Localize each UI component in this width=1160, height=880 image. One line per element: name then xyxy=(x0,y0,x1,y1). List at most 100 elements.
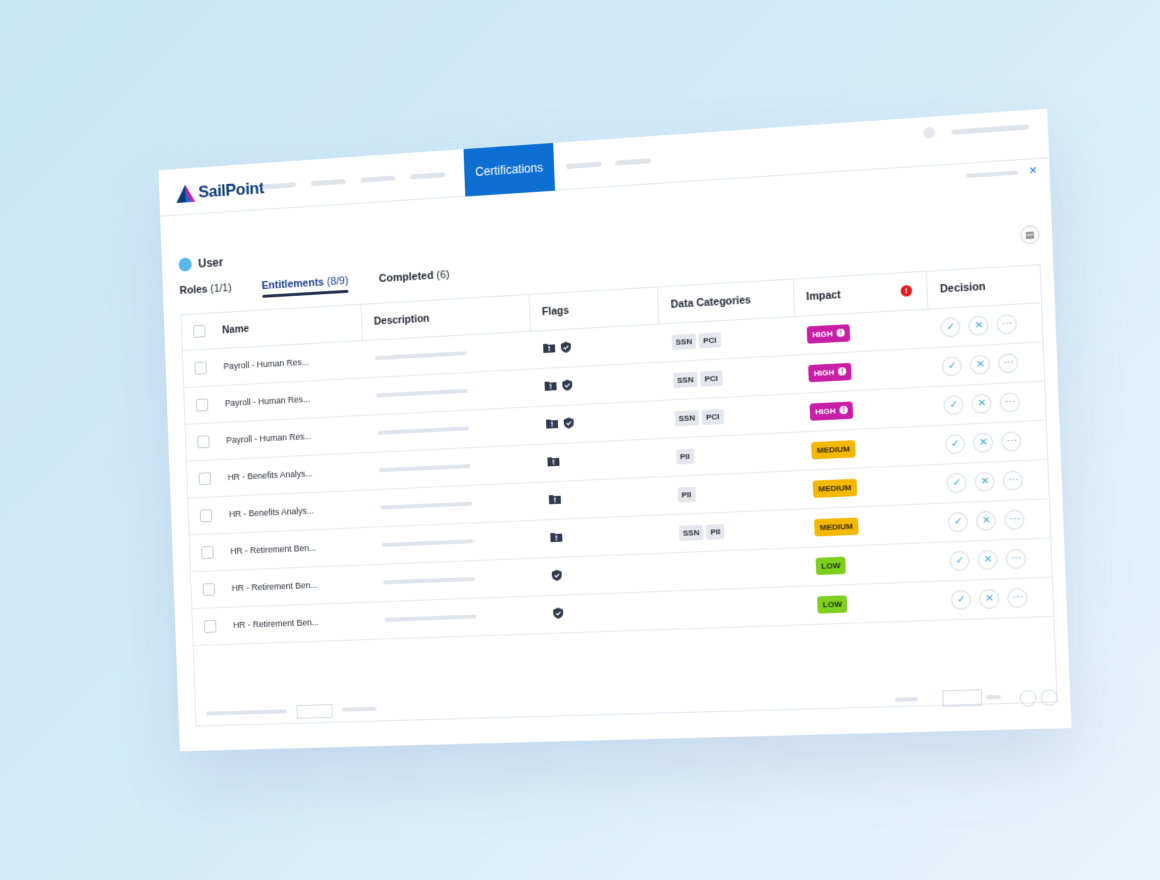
page-size-select[interactable] xyxy=(296,704,333,719)
more-options-icon[interactable]: ⋯ xyxy=(1007,587,1029,608)
row-checkbox[interactable] xyxy=(201,545,214,559)
next-page-button[interactable] xyxy=(1040,689,1058,707)
revoke-x-icon[interactable]: ✕ xyxy=(976,510,997,531)
more-options-icon[interactable]: ⋯ xyxy=(1001,430,1023,452)
table-row[interactable]: Payroll - Human Res... folder-alert-icon… xyxy=(184,341,1045,424)
approve-check-icon[interactable]: ✓ xyxy=(951,589,972,610)
user-avatar-icon xyxy=(178,257,192,272)
column-header-data-categories[interactable]: Data Categories xyxy=(657,279,795,324)
tab-entitlements[interactable]: Entitlements (8/9) xyxy=(261,275,348,292)
data-categories-cell xyxy=(669,585,807,629)
impact-level: LOW xyxy=(821,560,841,571)
description-placeholder xyxy=(384,614,477,622)
impact-badge: MEDIUM xyxy=(811,439,856,459)
nav-item-placeholder[interactable] xyxy=(565,161,602,169)
row-checkbox[interactable] xyxy=(198,471,212,485)
row-checkbox[interactable] xyxy=(194,360,207,375)
page-number-input[interactable] xyxy=(942,689,983,707)
folder-alert-icon-glyph xyxy=(546,456,560,467)
revoke-x-icon[interactable]: ✕ xyxy=(968,314,990,336)
column-label: Name xyxy=(221,322,250,337)
approve-check-icon[interactable]: ✓ xyxy=(943,394,965,415)
approve-check-icon[interactable]: ✓ xyxy=(942,355,963,376)
nav-tab-certifications[interactable]: Certifications xyxy=(463,142,556,197)
row-checkbox[interactable] xyxy=(199,508,213,522)
entitlement-name[interactable]: Payroll - Human Res... xyxy=(224,394,311,409)
entitlement-name[interactable]: Payroll - Human Res... xyxy=(226,431,312,446)
impact-badge: MEDIUM xyxy=(812,478,857,498)
more-options-icon[interactable]: ⋯ xyxy=(1002,469,1024,491)
more-options-icon[interactable]: ⋯ xyxy=(1005,548,1027,569)
entitlement-name[interactable]: HR - Benefits Analys... xyxy=(227,468,313,483)
table-row[interactable]: HR - Benefits Analys... folder-alert-ico… xyxy=(186,419,1048,498)
impact-badge: MEDIUM xyxy=(814,516,859,536)
decision-cell: ✓ ✕ ⋯ xyxy=(935,498,1051,542)
flags-cell: shield-check-icon xyxy=(540,590,671,634)
row-checkbox[interactable] xyxy=(195,397,209,412)
tab-label: Completed xyxy=(378,269,434,286)
more-options-icon[interactable]: ⋯ xyxy=(1004,509,1026,530)
approve-check-icon[interactable]: ✓ xyxy=(940,316,962,338)
decision-cell: ✓ ✕ ⋯ xyxy=(927,302,1043,348)
data-categories-cell xyxy=(667,547,805,591)
flags-cell: shield-check-icon xyxy=(538,552,670,596)
entitlement-name[interactable]: HR - Retirement Ben... xyxy=(231,579,318,594)
table-row[interactable]: Payroll - Human Res... folder-alert-icon… xyxy=(185,380,1046,461)
sailpoint-logo[interactable]: SailPoint xyxy=(175,179,265,204)
row-checkbox[interactable] xyxy=(203,619,217,633)
more-options-icon[interactable]: ⋯ xyxy=(999,391,1021,413)
decision-cell: ✓ ✕ ⋯ xyxy=(929,341,1045,387)
more-options-icon[interactable]: ⋯ xyxy=(996,313,1018,335)
nav-item-placeholder[interactable] xyxy=(615,158,652,166)
description-cell xyxy=(371,557,541,602)
approve-check-icon[interactable]: ✓ xyxy=(945,433,966,454)
row-checkbox[interactable] xyxy=(202,582,216,596)
nav-item-placeholder[interactable] xyxy=(311,178,346,187)
column-header-flags[interactable]: Flags xyxy=(529,287,659,331)
description-placeholder xyxy=(383,576,475,585)
revoke-x-icon[interactable]: ✕ xyxy=(979,588,1000,609)
tab-label: Roles xyxy=(179,283,208,297)
revoke-x-icon[interactable]: ✕ xyxy=(974,471,996,492)
row-checkbox[interactable] xyxy=(197,434,210,449)
revoke-x-icon[interactable]: ✕ xyxy=(977,549,999,570)
shield-check-icon-glyph xyxy=(560,341,571,353)
approve-check-icon[interactable]: ✓ xyxy=(948,511,969,532)
revoke-x-icon[interactable]: ✕ xyxy=(973,432,994,453)
table-row[interactable]: HR - Retirement Ben... folder-alert-icon… xyxy=(189,498,1051,572)
close-icon[interactable]: × xyxy=(1028,162,1038,179)
impact-badge: HIGH! xyxy=(808,362,852,382)
tab-completed[interactable]: Completed (6) xyxy=(379,269,450,285)
table-row[interactable]: HR - Retirement Ben... shield-check-icon… xyxy=(190,537,1052,609)
column-settings-icon[interactable]: ▤ xyxy=(1020,224,1040,245)
impact-badge: LOW xyxy=(817,594,848,614)
nav-item-placeholder[interactable] xyxy=(410,172,446,180)
nav-item-placeholder[interactable] xyxy=(261,182,297,190)
table-row[interactable]: HR - Retirement Ben... shield-check-icon… xyxy=(192,576,1054,645)
decision-cell: ✓ ✕ ⋯ xyxy=(936,537,1052,581)
decision-cell: ✓ ✕ ⋯ xyxy=(930,380,1046,426)
approve-check-icon[interactable]: ✓ xyxy=(946,472,968,493)
table-row[interactable]: Payroll - Human Res... folder-alert-icon… xyxy=(182,302,1043,387)
previous-page-button[interactable] xyxy=(1019,689,1037,707)
certification-tabs: Roles (1/1) Entitlements (8/9) Completed… xyxy=(179,269,449,297)
select-all-checkbox[interactable] xyxy=(193,324,206,339)
nav-item-placeholder[interactable] xyxy=(360,175,396,183)
entitlement-name[interactable]: HR - Retirement Ben... xyxy=(230,542,317,557)
tab-count: (8/9) xyxy=(326,275,349,289)
column-header-impact[interactable]: Impact ! xyxy=(792,271,928,317)
sailpoint-logo-icon xyxy=(175,184,196,203)
entitlement-name[interactable]: Payroll - Human Res... xyxy=(223,356,309,372)
impact-level: MEDIUM xyxy=(816,443,851,455)
approve-check-icon[interactable]: ✓ xyxy=(949,550,971,571)
table-row[interactable]: HR - Benefits Analys... folder-alert-ico… xyxy=(188,458,1049,535)
entitlement-name[interactable]: HR - Benefits Analys... xyxy=(228,505,315,520)
entitlement-name[interactable]: HR - Retirement Ben... xyxy=(232,617,320,631)
revoke-x-icon[interactable]: ✕ xyxy=(971,393,993,414)
user-menu-placeholder[interactable] xyxy=(951,124,1030,135)
revoke-x-icon[interactable]: ✕ xyxy=(970,353,991,375)
flags-cell: folder-alert-iconshield-check-icon xyxy=(531,361,662,407)
user-avatar[interactable] xyxy=(923,126,936,139)
more-options-icon[interactable]: ⋯ xyxy=(998,352,1019,374)
tab-roles[interactable]: Roles (1/1) xyxy=(179,282,231,297)
